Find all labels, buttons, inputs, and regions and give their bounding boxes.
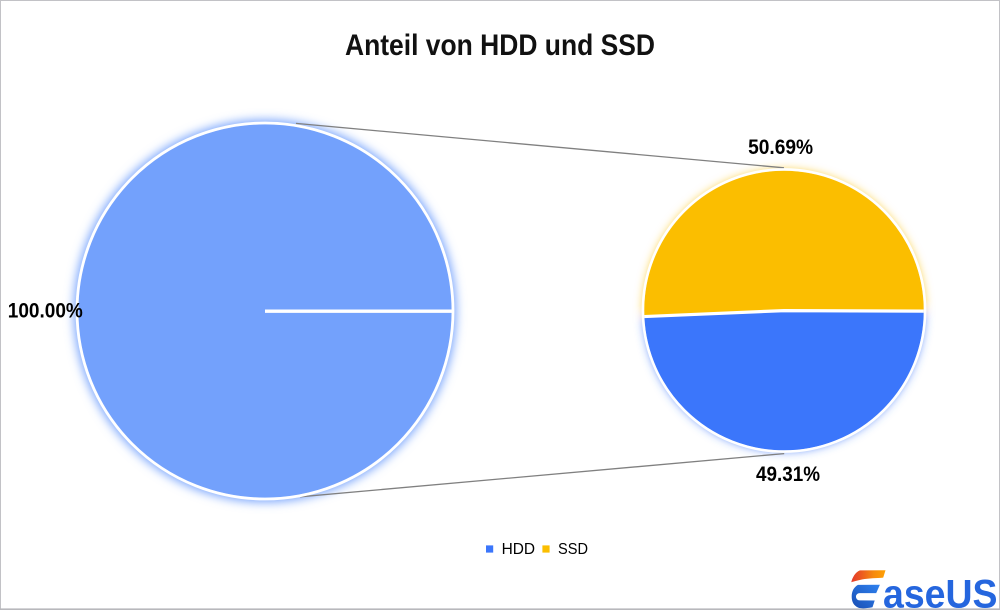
svg-text:HDD: HDD xyxy=(502,541,535,558)
svg-text:100.00%: 100.00% xyxy=(8,298,83,323)
svg-text:49.31%: 49.31% xyxy=(756,461,820,486)
svg-text:Anteil von HDD und SSD: Anteil von HDD und SSD xyxy=(345,29,655,62)
svg-text:SSD: SSD xyxy=(558,541,588,558)
svg-text:50.69%: 50.69% xyxy=(748,134,813,159)
svg-text:aseUS: aseUS xyxy=(883,573,998,611)
